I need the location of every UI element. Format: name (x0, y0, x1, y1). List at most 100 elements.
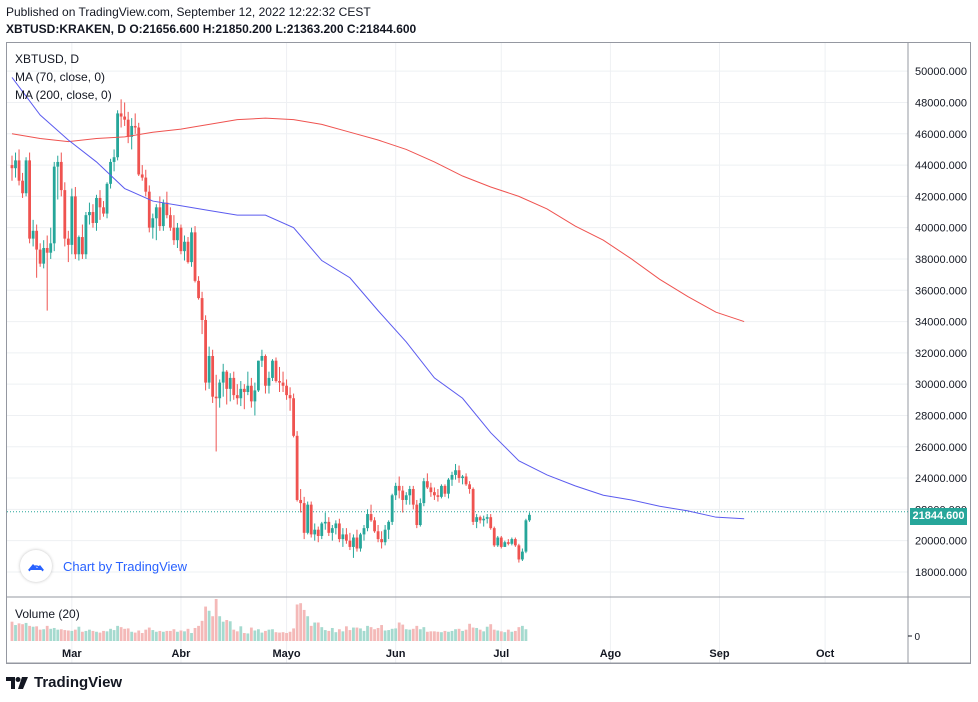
volume-bar (302, 609, 306, 641)
candle-body (478, 517, 482, 521)
candle-body (38, 249, 42, 264)
y-tick-label: 46000.000 (915, 129, 967, 141)
volume-bar (475, 627, 479, 641)
badge-label[interactable]: Chart by TradingView (63, 558, 188, 574)
symbol-ohlc-line: XBTUSD:KRAKEN, D O:21656.600 H:21850.200… (6, 22, 416, 36)
candle-body (102, 207, 105, 214)
candle-body (190, 232, 193, 263)
candle-body (503, 542, 507, 547)
volume-bar (126, 628, 130, 641)
y-tick-label: 34000.000 (915, 317, 967, 329)
candle-body (376, 531, 380, 540)
tradingview-logo-icon (6, 676, 28, 689)
volume-bar (408, 629, 412, 641)
candle-body (383, 529, 387, 543)
candle-body (404, 495, 408, 500)
candle-body (337, 523, 341, 540)
candle-body (492, 528, 496, 546)
candle-body (454, 470, 457, 475)
volume-bar (433, 631, 436, 641)
volume-bar (348, 630, 352, 641)
candle-body (285, 385, 288, 396)
candle-body (513, 539, 517, 546)
symbol-label: XBTUSD:KRAKEN, D (6, 22, 126, 36)
candle-body (257, 360, 260, 391)
volume-bar (140, 633, 144, 641)
ma70-line (11, 77, 745, 520)
candle-body (397, 485, 401, 491)
volume-bar (355, 627, 359, 641)
x-tick-label: Sep (709, 648, 729, 660)
volume-bar (102, 630, 105, 641)
footer-logo[interactable]: TradingView (6, 674, 122, 691)
candle-body (116, 113, 119, 158)
volume-bar (165, 630, 169, 641)
volume-bar (147, 627, 151, 641)
legend-ma200[interactable]: MA (200, close, 0) (15, 88, 112, 102)
volume-bar (119, 627, 123, 641)
volume-bar (38, 629, 42, 641)
candle-body (42, 248, 46, 264)
volume-bar (482, 631, 486, 641)
candle-body (81, 237, 84, 255)
candle-body (334, 523, 338, 529)
candle-body (137, 127, 141, 175)
candle-body (24, 160, 28, 194)
candle-body (14, 160, 17, 169)
volume-bar (281, 632, 285, 641)
chart-by-tradingview-badge[interactable]: Chart by TradingView (20, 550, 187, 582)
volume-bar (292, 628, 295, 641)
y-tick-label: 18000.000 (915, 567, 967, 579)
volume-bar (334, 632, 338, 641)
candle-body (200, 298, 204, 320)
candle-body (524, 520, 528, 552)
volume-bar (489, 624, 493, 641)
candle-body (147, 191, 151, 228)
volume-bar (169, 630, 172, 641)
candle-body (126, 119, 130, 137)
legend-ma70[interactable]: MA (70, close, 0) (15, 70, 106, 84)
candle-body (387, 521, 391, 530)
volume-bar (503, 632, 507, 641)
candle-body (73, 196, 77, 255)
candle-body (105, 183, 109, 214)
candle-body (306, 504, 310, 533)
volume-bar (418, 629, 422, 641)
volume-bar (228, 621, 232, 641)
volume-bar (468, 623, 471, 641)
candle-body (179, 227, 183, 252)
volume-bars (10, 599, 528, 641)
candle-body (235, 395, 239, 399)
volume-bar (264, 630, 267, 641)
volume-bar (190, 633, 193, 641)
volume-bar (271, 629, 274, 641)
candle-body (214, 396, 218, 399)
volume-bar (200, 620, 204, 641)
volume-bar (17, 623, 21, 641)
candle-body (123, 116, 127, 120)
candle-body (485, 517, 489, 519)
candle-body (52, 166, 56, 244)
volume-bar (506, 629, 510, 641)
volume-bar (457, 628, 461, 641)
volume-bar (211, 616, 215, 641)
volume-bar (183, 631, 186, 641)
volume-bar (411, 628, 415, 641)
volume-bar (204, 606, 207, 641)
candle-body (482, 518, 486, 521)
volume-bar (105, 631, 109, 641)
volume-bar (225, 620, 229, 641)
volume-bar (154, 631, 158, 641)
candle-body (246, 385, 250, 392)
candle-body (447, 479, 450, 494)
volume-bar (161, 631, 165, 641)
volume-bar (221, 621, 225, 641)
candle-body (45, 248, 49, 253)
legend-volume[interactable]: Volume (20) (15, 607, 80, 621)
y-tick-label: 42000.000 (915, 191, 967, 203)
volume-bar (95, 631, 98, 641)
candle-body (165, 202, 169, 216)
candle-body (158, 207, 162, 227)
volume-bar (380, 625, 383, 641)
